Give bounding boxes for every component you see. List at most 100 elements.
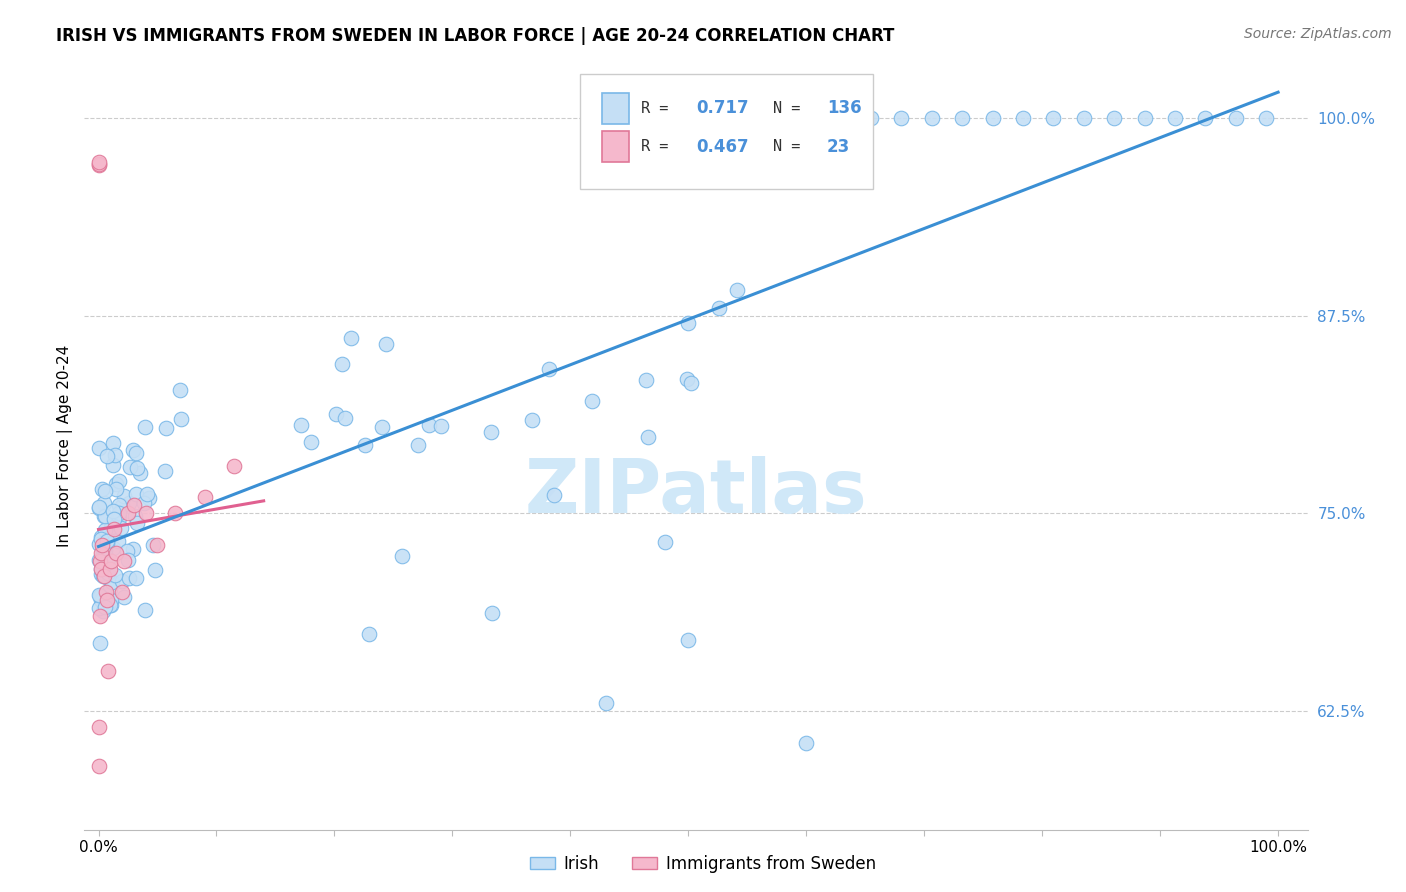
Point [98, 582, 121, 596]
Point [1133, 111, 1156, 125]
Point [108, 506, 131, 520]
Point [165, 506, 187, 520]
Point [194, 491, 217, 505]
Point [1102, 111, 1125, 125]
Point [678, 317, 700, 331]
Point [135, 506, 157, 520]
Point [169, 412, 191, 426]
Point [94, 594, 117, 608]
Point [97, 665, 120, 679]
Point [481, 606, 503, 620]
Point [143, 563, 166, 577]
Point [418, 418, 440, 433]
Text: 136: 136 [827, 100, 862, 118]
Point [135, 487, 157, 501]
Text: N =: N = [773, 101, 810, 116]
Point [830, 111, 852, 125]
Point [100, 519, 122, 533]
Point [1012, 111, 1035, 125]
Point [138, 491, 160, 505]
Point [114, 554, 136, 568]
Point [94, 484, 117, 499]
Point [97, 572, 120, 586]
Point [117, 544, 139, 558]
Point [299, 435, 322, 450]
Point [479, 425, 502, 439]
Point [890, 111, 912, 125]
Point [125, 487, 148, 501]
FancyBboxPatch shape [602, 93, 628, 124]
Point [108, 510, 131, 524]
Point [90, 593, 112, 607]
Text: 23: 23 [827, 138, 851, 156]
Point [87, 588, 110, 602]
Point [359, 627, 381, 641]
Point [87, 156, 110, 170]
Point [129, 467, 152, 481]
Point [94, 588, 117, 602]
Point [637, 429, 659, 443]
Point [768, 111, 790, 125]
Point [1042, 111, 1064, 125]
Point [87, 441, 110, 455]
Point [374, 337, 396, 351]
Point [87, 759, 110, 773]
Point [794, 735, 817, 749]
Point [96, 593, 118, 607]
Point [91, 568, 114, 582]
Point [94, 551, 117, 566]
Point [134, 420, 156, 434]
Point [676, 372, 699, 386]
Point [93, 569, 115, 583]
Text: IRISH VS IMMIGRANTS FROM SWEDEN IN LABOR FORCE | AGE 20-24 CORRELATION CHART: IRISH VS IMMIGRANTS FROM SWEDEN IN LABOR… [56, 27, 894, 45]
Point [127, 516, 149, 530]
Point [104, 483, 127, 497]
Point [108, 498, 131, 512]
Text: R =: R = [641, 139, 678, 154]
FancyBboxPatch shape [602, 131, 628, 162]
Point [330, 357, 353, 371]
Text: Source: ZipAtlas.com: Source: ZipAtlas.com [1244, 27, 1392, 41]
Point [87, 155, 110, 169]
Point [124, 571, 146, 585]
Point [101, 436, 124, 450]
Point [91, 603, 114, 617]
Point [87, 553, 110, 567]
Point [90, 532, 112, 546]
Point [91, 541, 114, 555]
Point [595, 696, 617, 710]
Point [89, 554, 111, 568]
Point [98, 596, 121, 610]
Point [859, 111, 882, 125]
Point [107, 474, 129, 488]
Point [110, 521, 132, 535]
Point [94, 585, 117, 599]
Point [93, 543, 115, 558]
Point [155, 421, 177, 435]
Point [1194, 111, 1216, 125]
Point [1073, 111, 1095, 125]
Point [101, 458, 124, 472]
Point [118, 571, 141, 585]
Point [146, 538, 169, 552]
Point [224, 458, 246, 473]
Point [104, 568, 127, 582]
Point [124, 446, 146, 460]
Point [94, 508, 117, 523]
Point [100, 593, 122, 607]
Point [87, 600, 110, 615]
Point [96, 589, 118, 603]
Point [522, 413, 544, 427]
Text: 0.467: 0.467 [696, 138, 748, 156]
Point [921, 111, 943, 125]
Point [103, 522, 125, 536]
Point [799, 111, 821, 125]
Point [153, 464, 176, 478]
Point [340, 331, 363, 345]
Point [96, 536, 118, 550]
Point [981, 111, 1004, 125]
Point [681, 376, 703, 391]
Point [111, 574, 134, 588]
Point [134, 602, 156, 616]
Point [1164, 111, 1187, 125]
